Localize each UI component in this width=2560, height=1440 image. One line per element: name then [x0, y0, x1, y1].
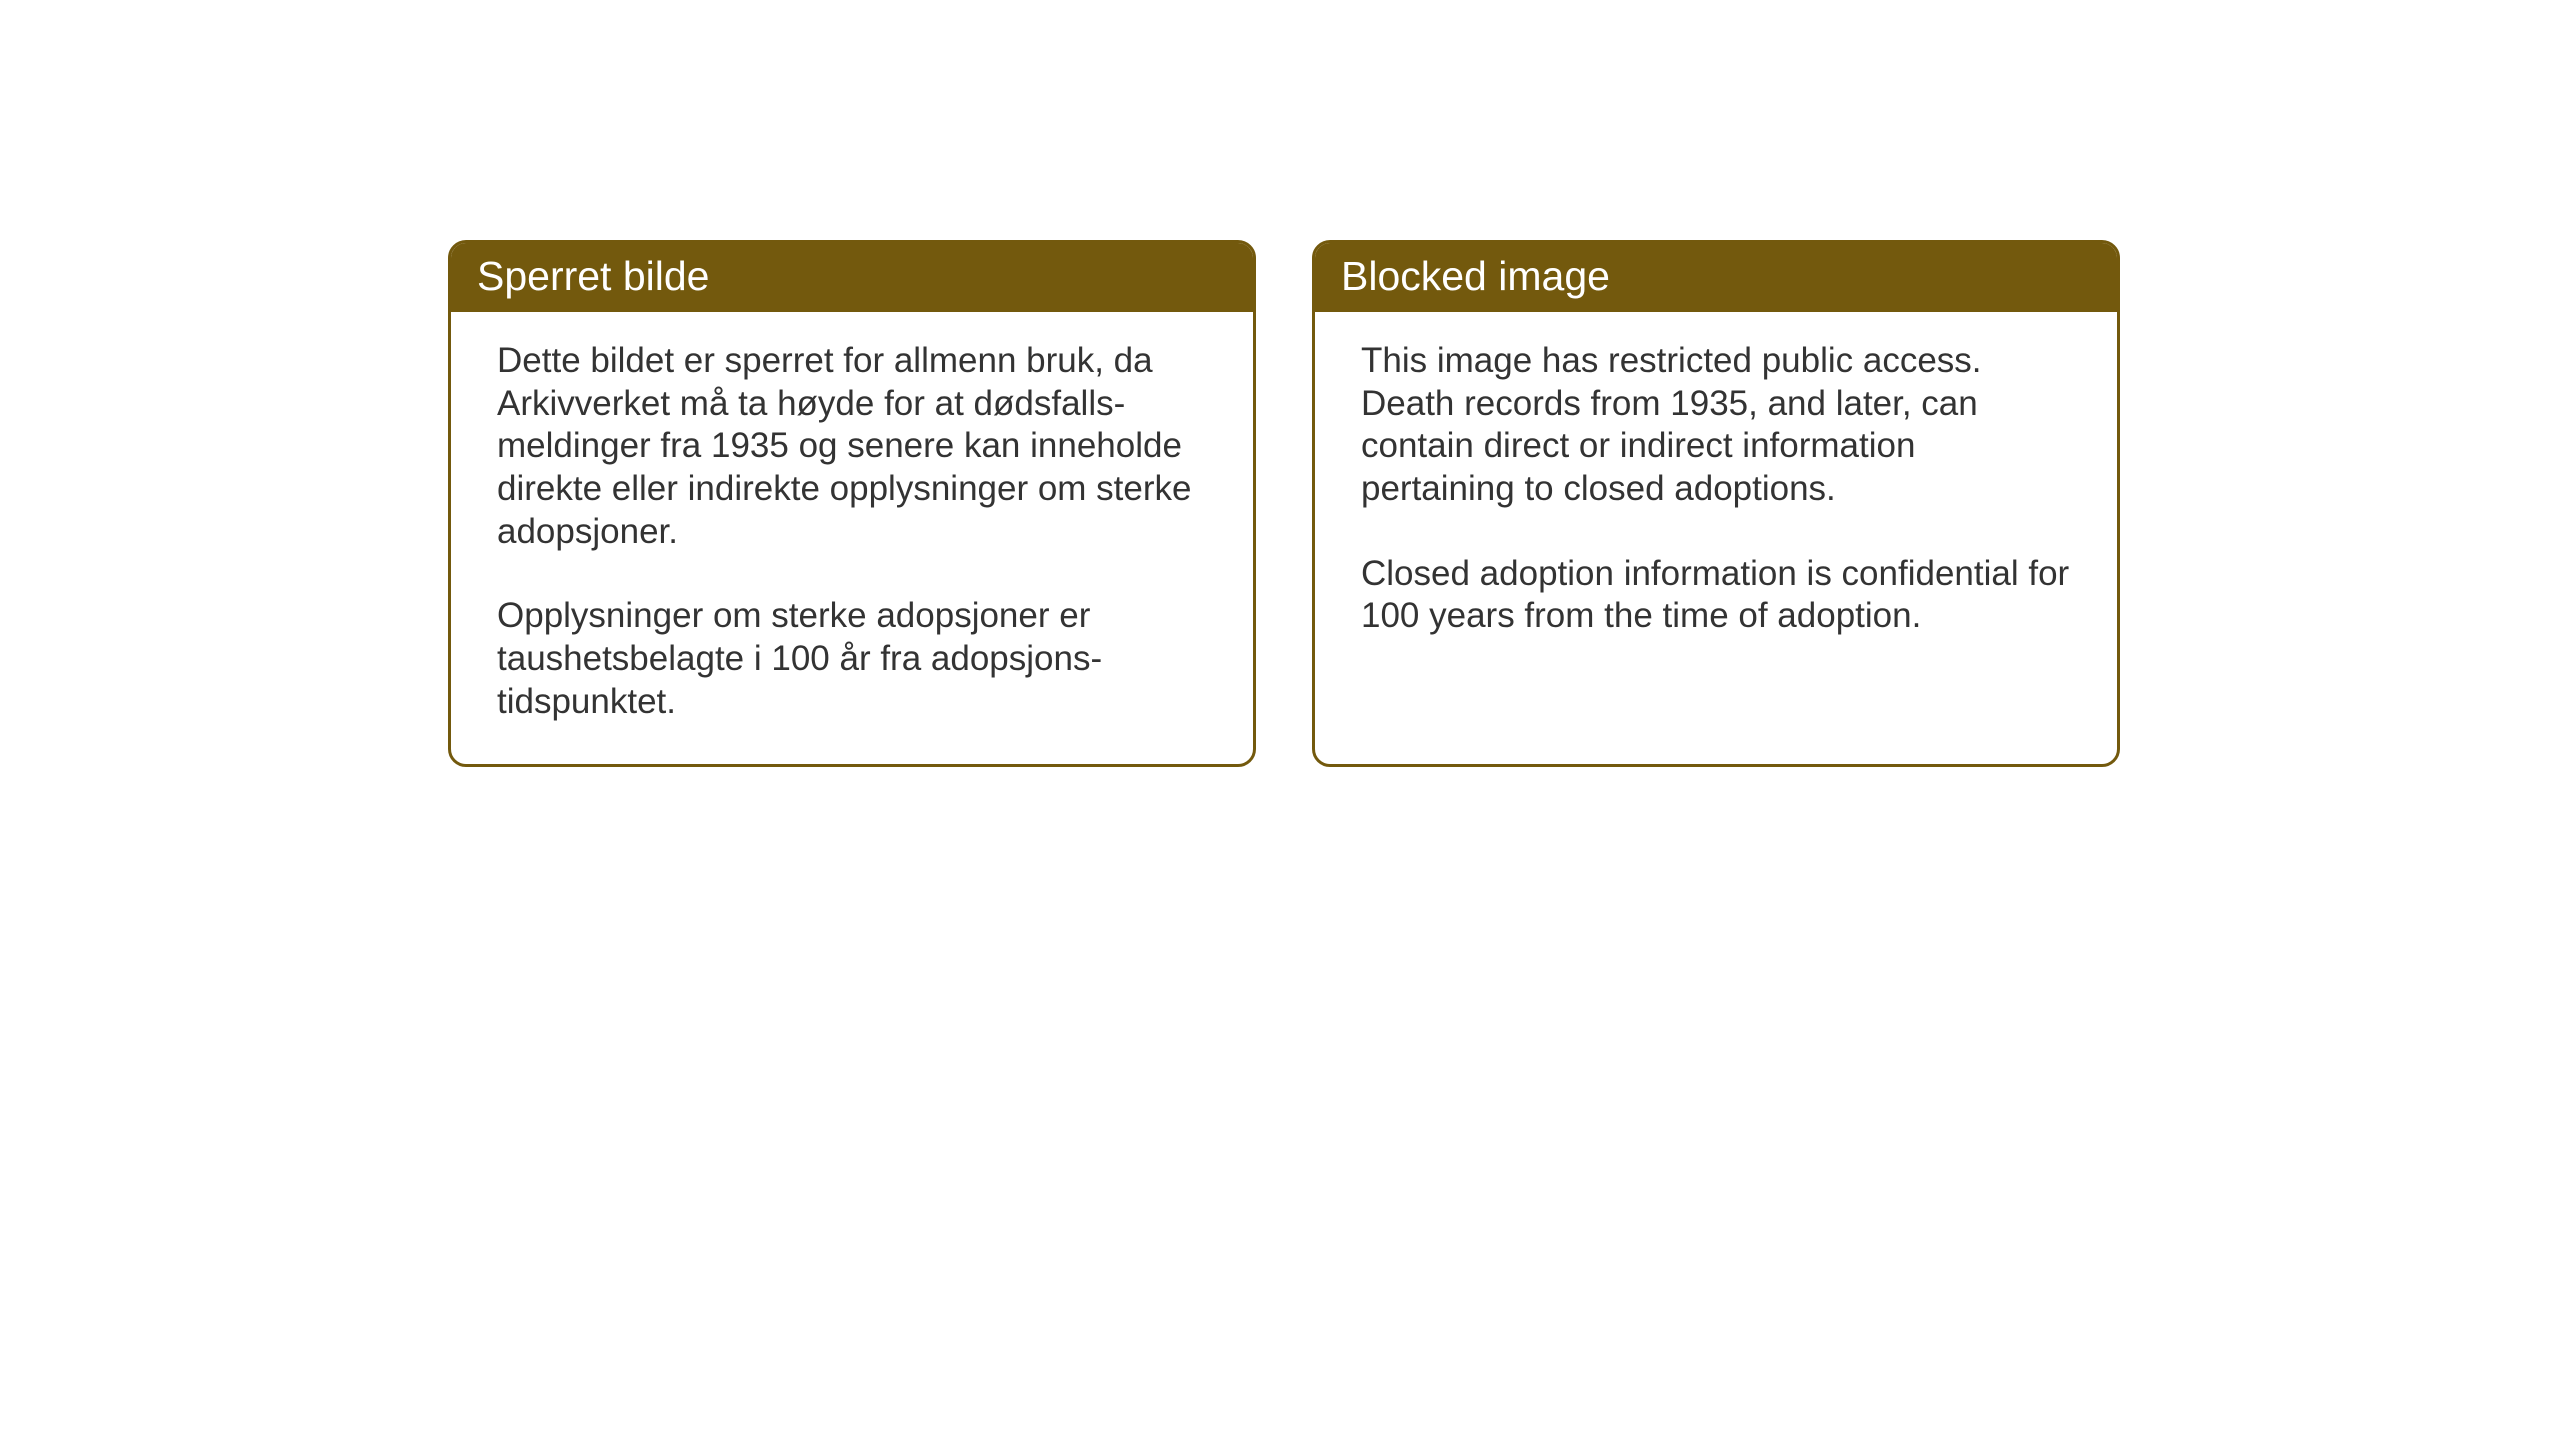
- card-paragraph-1-norwegian: Dette bildet er sperret for allmenn bruk…: [497, 340, 1213, 553]
- card-paragraph-2-english: Closed adoption information is confident…: [1361, 553, 2077, 638]
- cards-container: Sperret bilde Dette bildet er sperret fo…: [448, 240, 2120, 767]
- card-english: Blocked image This image has restricted …: [1312, 240, 2120, 767]
- card-paragraph-1-english: This image has restricted public access.…: [1361, 340, 2077, 511]
- card-header-english: Blocked image: [1315, 243, 2117, 312]
- card-body-english: This image has restricted public access.…: [1315, 312, 2117, 678]
- card-header-norwegian: Sperret bilde: [451, 243, 1253, 312]
- card-norwegian: Sperret bilde Dette bildet er sperret fo…: [448, 240, 1256, 767]
- card-body-norwegian: Dette bildet er sperret for allmenn bruk…: [451, 312, 1253, 764]
- card-paragraph-2-norwegian: Opplysninger om sterke adopsjoner er tau…: [497, 595, 1213, 723]
